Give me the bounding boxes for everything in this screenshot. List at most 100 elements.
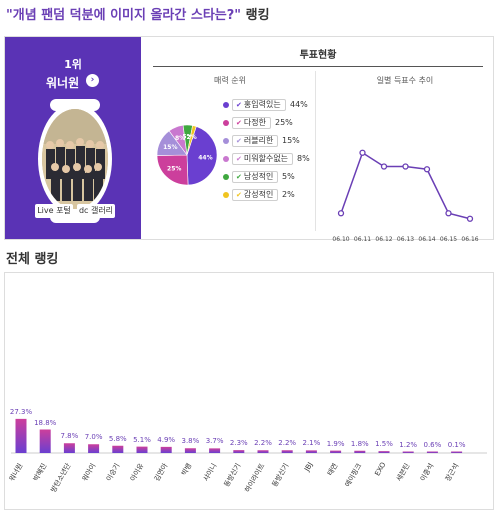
ranking-bar[interactable] [257, 450, 269, 453]
pie-slice-label: 2% [187, 134, 197, 141]
pie-slice-label: 44% [198, 155, 212, 162]
daily-votes-title: 일별 득표수 추이 [376, 76, 434, 85]
charm-pie-chart: 44% 25% 15% 8%5%2% [156, 124, 218, 186]
ranking-bar[interactable] [39, 429, 51, 454]
pie-slice-label: 25% [167, 166, 181, 173]
ranking-bar-value: 5.8% [108, 434, 127, 443]
legend-label[interactable]: ✔ 감성적인 [232, 189, 279, 201]
check-icon: ✔ [236, 191, 242, 199]
legend-color-dot [223, 138, 229, 144]
dc-gallery-button[interactable]: dc 갤러리 [77, 204, 115, 218]
ranking-bar-value: 2.3% [229, 439, 248, 448]
daily-point[interactable] [466, 215, 474, 222]
legend-label-text: 미워할수없는 [243, 154, 289, 163]
ranking-bar-value: 5.1% [133, 435, 151, 444]
legend-percent: 5% [282, 172, 295, 181]
live-portal-button[interactable]: Live 포털 [35, 204, 73, 218]
ranking-bar-value: 2.2% [254, 439, 272, 448]
ranking-section-title: 전체 랭킹 [6, 252, 59, 267]
legend-color-dot [223, 102, 229, 108]
vote-card: 1위 워너원 › [4, 36, 494, 243]
ranking-bar-value: 1.9% [326, 439, 345, 448]
legend-percent: 15% [282, 136, 300, 145]
ranking-bar[interactable] [305, 450, 317, 453]
pie-slice-label: 15% [163, 144, 177, 151]
daily-point[interactable] [402, 163, 409, 170]
legend-label[interactable]: ✔ 홍입력있는 [232, 99, 286, 111]
ranking-bar-value: 3.7% [205, 437, 224, 446]
legend-label[interactable]: ✔ 남성적인 [232, 171, 279, 183]
legend-percent: 2% [282, 190, 295, 199]
daily-point[interactable] [423, 166, 431, 173]
ranking-bar-chart [11, 418, 487, 454]
pie-slice [156, 154, 189, 186]
ranking-bar-value: 3.8% [181, 437, 200, 446]
legend-percent: 44% [290, 100, 308, 109]
legend-color-dot [223, 192, 229, 198]
ranking-bar[interactable] [451, 451, 463, 454]
ranking-bar[interactable] [112, 445, 124, 453]
legend-label[interactable]: ✔ 미워할수없는 [232, 153, 294, 165]
ranking-bar[interactable] [88, 444, 100, 453]
daily-point[interactable] [337, 210, 345, 217]
daily-x-tick: 06.13 [397, 236, 414, 243]
legend-label-text: 홍입력있는 [243, 100, 281, 109]
ranking-bar-value: 0.1% [447, 440, 466, 449]
ranking-bar-value: 7.0% [84, 433, 103, 442]
legend-label-text: 다정한 [243, 118, 266, 127]
ranking-bar[interactable] [378, 451, 390, 453]
ranking-bar[interactable] [402, 451, 414, 454]
ranking-bar[interactable] [233, 450, 245, 453]
winner-name[interactable]: 워너원 [46, 76, 80, 90]
ranking-bar[interactable] [209, 448, 221, 453]
ranking-bar[interactable] [330, 450, 342, 453]
ranking-bar-value: 1.8% [350, 439, 369, 448]
winner-panel: 1위 워너원 › [5, 37, 141, 239]
daily-point[interactable] [359, 149, 366, 156]
winner-rank: 1위 [64, 58, 82, 71]
ranking-bar[interactable] [281, 450, 293, 453]
ranking-bar-value: 2.2% [278, 439, 297, 448]
ranking-bar-value: 7.8% [60, 432, 79, 441]
daily-point[interactable] [445, 210, 452, 217]
legend-label-text: 감성적인 [243, 190, 274, 199]
check-icon: ✔ [236, 119, 242, 127]
ranking-bar[interactable] [160, 446, 172, 453]
chart-divider [315, 71, 316, 231]
ranking-bar[interactable] [354, 450, 366, 453]
vote-status-title: 투표현황 [299, 50, 337, 61]
ranking-bar-value: 1.2% [399, 440, 418, 449]
winner-arrow-icon[interactable]: › [86, 74, 99, 87]
ranking-bar-value: 0.6% [423, 440, 442, 449]
daily-point[interactable] [380, 163, 388, 170]
check-icon: ✔ [236, 173, 242, 181]
daily-x-tick: 06.11 [354, 236, 371, 243]
legend-percent: 8% [297, 154, 310, 163]
daily-series-line [340, 151, 471, 220]
daily-x-tick: 06.12 [375, 236, 392, 243]
winner-photo-frame [36, 97, 114, 227]
ranking-bar[interactable] [136, 446, 148, 453]
daily-x-tick: 06.10 [332, 236, 349, 243]
ranking-bar-value: 18.8% [34, 418, 57, 427]
daily-line-chart: 06.10 06.11 06.12 06.13 06.14 06.15 06.16 [332, 149, 479, 243]
daily-x-tick: 06.14 [418, 236, 435, 243]
legend-label-text: 러블리한 [243, 136, 274, 145]
legend-color-dot [223, 174, 229, 180]
pie-slice [186, 126, 218, 186]
page-title: "개념 팬덤 덕분에 이미지 올라간 스타는?" 랭킹 [6, 8, 270, 23]
pie-slice [186, 125, 197, 156]
ranking-bar-value: 4.9% [157, 435, 176, 444]
vote-title-divider [153, 66, 483, 67]
ranking-bar[interactable] [15, 418, 27, 453]
legend-color-dot [223, 156, 229, 162]
ranking-bar[interactable] [426, 451, 438, 454]
ranking-bar-value: 1.5% [375, 440, 393, 449]
legend-label-text: 남성적인 [243, 172, 274, 181]
daily-x-tick: 06.15 [440, 236, 457, 243]
legend-label[interactable]: ✔ 러블리한 [232, 135, 279, 147]
ranking-bar-value: 2.1% [302, 439, 321, 448]
ranking-bar[interactable] [184, 448, 196, 453]
ranking-bar[interactable] [63, 443, 75, 453]
legend-label[interactable]: ✔ 다정한 [232, 117, 271, 129]
